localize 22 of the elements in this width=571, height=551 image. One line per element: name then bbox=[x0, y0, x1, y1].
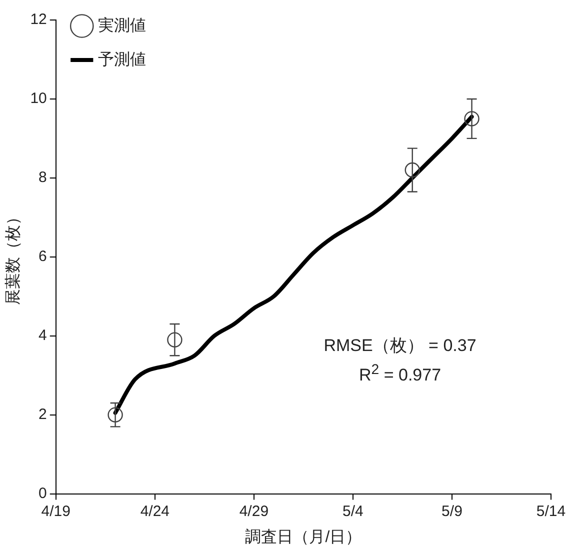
legend-label: 実測値 bbox=[98, 16, 146, 34]
x-tick-label: 4/19 bbox=[41, 502, 70, 520]
x-tick-label: 5/9 bbox=[442, 502, 462, 520]
legend-label: 予測値 bbox=[98, 50, 146, 68]
x-tick-label: 4/29 bbox=[239, 502, 269, 520]
x-tick-label: 4/24 bbox=[140, 502, 170, 520]
y-tick-label: 6 bbox=[38, 248, 47, 266]
y-axis-title: 展葉数（枚） bbox=[4, 208, 22, 305]
y-tick-label: 10 bbox=[30, 90, 47, 108]
point bbox=[108, 407, 123, 422]
y-tick-label: 8 bbox=[38, 169, 47, 186]
point bbox=[167, 332, 182, 348]
y-tick-label: 4 bbox=[38, 327, 47, 344]
point bbox=[464, 111, 480, 126]
point bbox=[404, 162, 420, 178]
annotation: RMSE（枚） = 0.37 R$^{2}$ = 0.977 bbox=[322, 335, 478, 387]
y-tick-label: 12 bbox=[30, 11, 47, 28]
y-tick-label: 2 bbox=[38, 406, 47, 423]
x-axis-title: 調査日（月/日） bbox=[245, 528, 362, 546]
x-tick-label: 5/4 bbox=[342, 502, 364, 520]
y-tick-label: 0 bbox=[38, 484, 47, 502]
x-tick-label: 5/14 bbox=[536, 502, 566, 520]
